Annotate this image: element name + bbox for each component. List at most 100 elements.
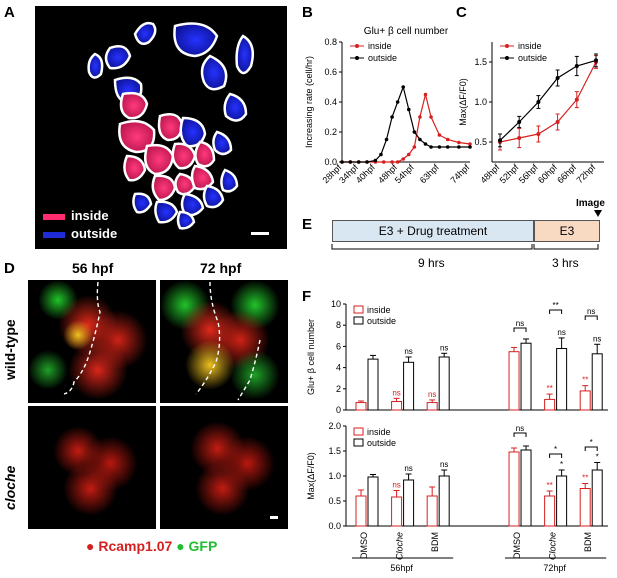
x-tick-label: 72hpf xyxy=(574,162,597,185)
data-point xyxy=(381,160,386,164)
data-point xyxy=(390,160,394,164)
e3-box: E3 xyxy=(534,220,600,242)
y-tick-label: 2 xyxy=(336,384,341,394)
data-point xyxy=(401,157,406,161)
panel-label-f: F xyxy=(302,288,312,305)
significance-label: ns xyxy=(557,328,565,337)
data-point xyxy=(429,115,433,119)
comparison-bracket xyxy=(513,432,527,437)
significance-label: ** xyxy=(582,474,588,483)
y-tick-label: 0.4 xyxy=(324,97,337,107)
data-point xyxy=(517,120,522,124)
drug-treatment-box: E3 + Drug treatment xyxy=(332,220,534,242)
col-label-72hpf: 72 hpf xyxy=(200,260,242,276)
bar-inside xyxy=(579,488,591,527)
data-point xyxy=(498,138,502,143)
significance-label: ns xyxy=(440,460,448,469)
x-tick-label: 54hpf xyxy=(393,162,416,185)
y-tick-label: 1.0 xyxy=(474,97,487,107)
data-point xyxy=(517,136,522,140)
data-point xyxy=(390,115,394,119)
significance-label: * xyxy=(596,453,599,462)
group-label: BDM xyxy=(583,532,593,552)
data-point xyxy=(468,142,472,146)
bar-outside xyxy=(367,358,379,411)
legend-label: inside xyxy=(518,41,542,51)
y-axis-label: Max(ΔF/F0) xyxy=(458,78,468,126)
x-tick-label: 48hpf xyxy=(478,162,501,185)
y-tick-label: 1.0 xyxy=(328,471,341,481)
panel-a-image: inside outside xyxy=(35,6,287,249)
significance-label: ** xyxy=(582,376,588,385)
comparison-bracket xyxy=(584,315,598,320)
y-tick-label: 6 xyxy=(336,341,341,351)
bar-inside xyxy=(391,401,403,411)
duration-3hrs: 3 hrs xyxy=(552,256,579,270)
legend-label: inside xyxy=(367,305,391,315)
image-label: Image xyxy=(576,198,605,209)
y-tick-label: 0 xyxy=(336,405,341,415)
significance-label: ** xyxy=(547,384,553,393)
bar-outside xyxy=(438,475,450,527)
col-label-56hpf: 56 hpf xyxy=(72,260,114,276)
chart-b: Glu+ β cell number0.00.20.40.60.828hpf34… xyxy=(304,26,472,185)
timepoint-label: 56hpf xyxy=(390,563,413,573)
bar-outside xyxy=(591,469,603,527)
bar-outside xyxy=(591,353,603,411)
data-point xyxy=(437,133,442,137)
group-label: Cloche xyxy=(395,532,405,560)
bar-inside xyxy=(355,495,367,527)
data-point xyxy=(423,142,428,146)
panel-label-d: D xyxy=(4,260,15,277)
panel-label-e: E xyxy=(302,216,313,233)
bracket-label: * xyxy=(554,445,557,454)
comparison-bracket xyxy=(513,327,527,332)
x-tick-label: 63hpf xyxy=(418,162,441,185)
data-point xyxy=(423,92,428,97)
data-point xyxy=(379,152,383,157)
inside-swatch xyxy=(43,214,65,220)
bar-outside xyxy=(403,479,415,527)
legend-label: inside xyxy=(368,41,392,51)
data-point xyxy=(574,97,579,102)
bracket-label: * xyxy=(590,438,593,447)
panel-label-c: C xyxy=(456,4,467,21)
y-tick-label: 0.0 xyxy=(328,521,341,531)
scale-bar xyxy=(251,232,269,235)
bar-outside xyxy=(403,361,415,411)
series-line-inside xyxy=(499,61,597,143)
data-point xyxy=(468,145,472,149)
data-point xyxy=(445,145,450,149)
data-point xyxy=(365,160,369,164)
x-tick-label: 66hpf xyxy=(555,162,578,185)
data-point xyxy=(401,85,406,89)
bar-outside xyxy=(556,475,568,527)
legend-rcamp: Rcamp1.07 xyxy=(98,538,173,554)
significance-label: ns xyxy=(404,347,412,356)
series-line-inside xyxy=(342,94,471,163)
bar-inside xyxy=(391,496,403,527)
bar-inside xyxy=(579,390,591,411)
y-tick-label: 0.5 xyxy=(328,496,341,506)
data-point xyxy=(437,145,442,149)
significance-label: ns xyxy=(440,343,448,352)
legend-swatch xyxy=(353,427,364,436)
legend-swatch xyxy=(353,438,364,447)
y-tick-label: 0.2 xyxy=(324,127,337,137)
y-tick-label: 10 xyxy=(331,299,341,309)
legend-label: outside xyxy=(518,53,547,63)
data-point xyxy=(536,132,541,136)
bracket-label: ns xyxy=(516,424,524,433)
panel-label-b: B xyxy=(302,4,313,21)
bar-inside xyxy=(508,351,520,411)
legend-label: outside xyxy=(368,53,397,63)
image-cloche-56hpf xyxy=(28,406,156,529)
x-tick-label: 60hpf xyxy=(536,162,559,185)
data-point xyxy=(555,76,560,80)
data-point xyxy=(574,64,579,68)
chart-title: Glu+ β cell number xyxy=(364,26,449,37)
group-label: Cloche xyxy=(548,532,558,560)
bar-outside xyxy=(556,348,568,411)
timepoint-label: 72hpf xyxy=(543,563,566,573)
y-tick-label: 1.5 xyxy=(474,57,487,67)
